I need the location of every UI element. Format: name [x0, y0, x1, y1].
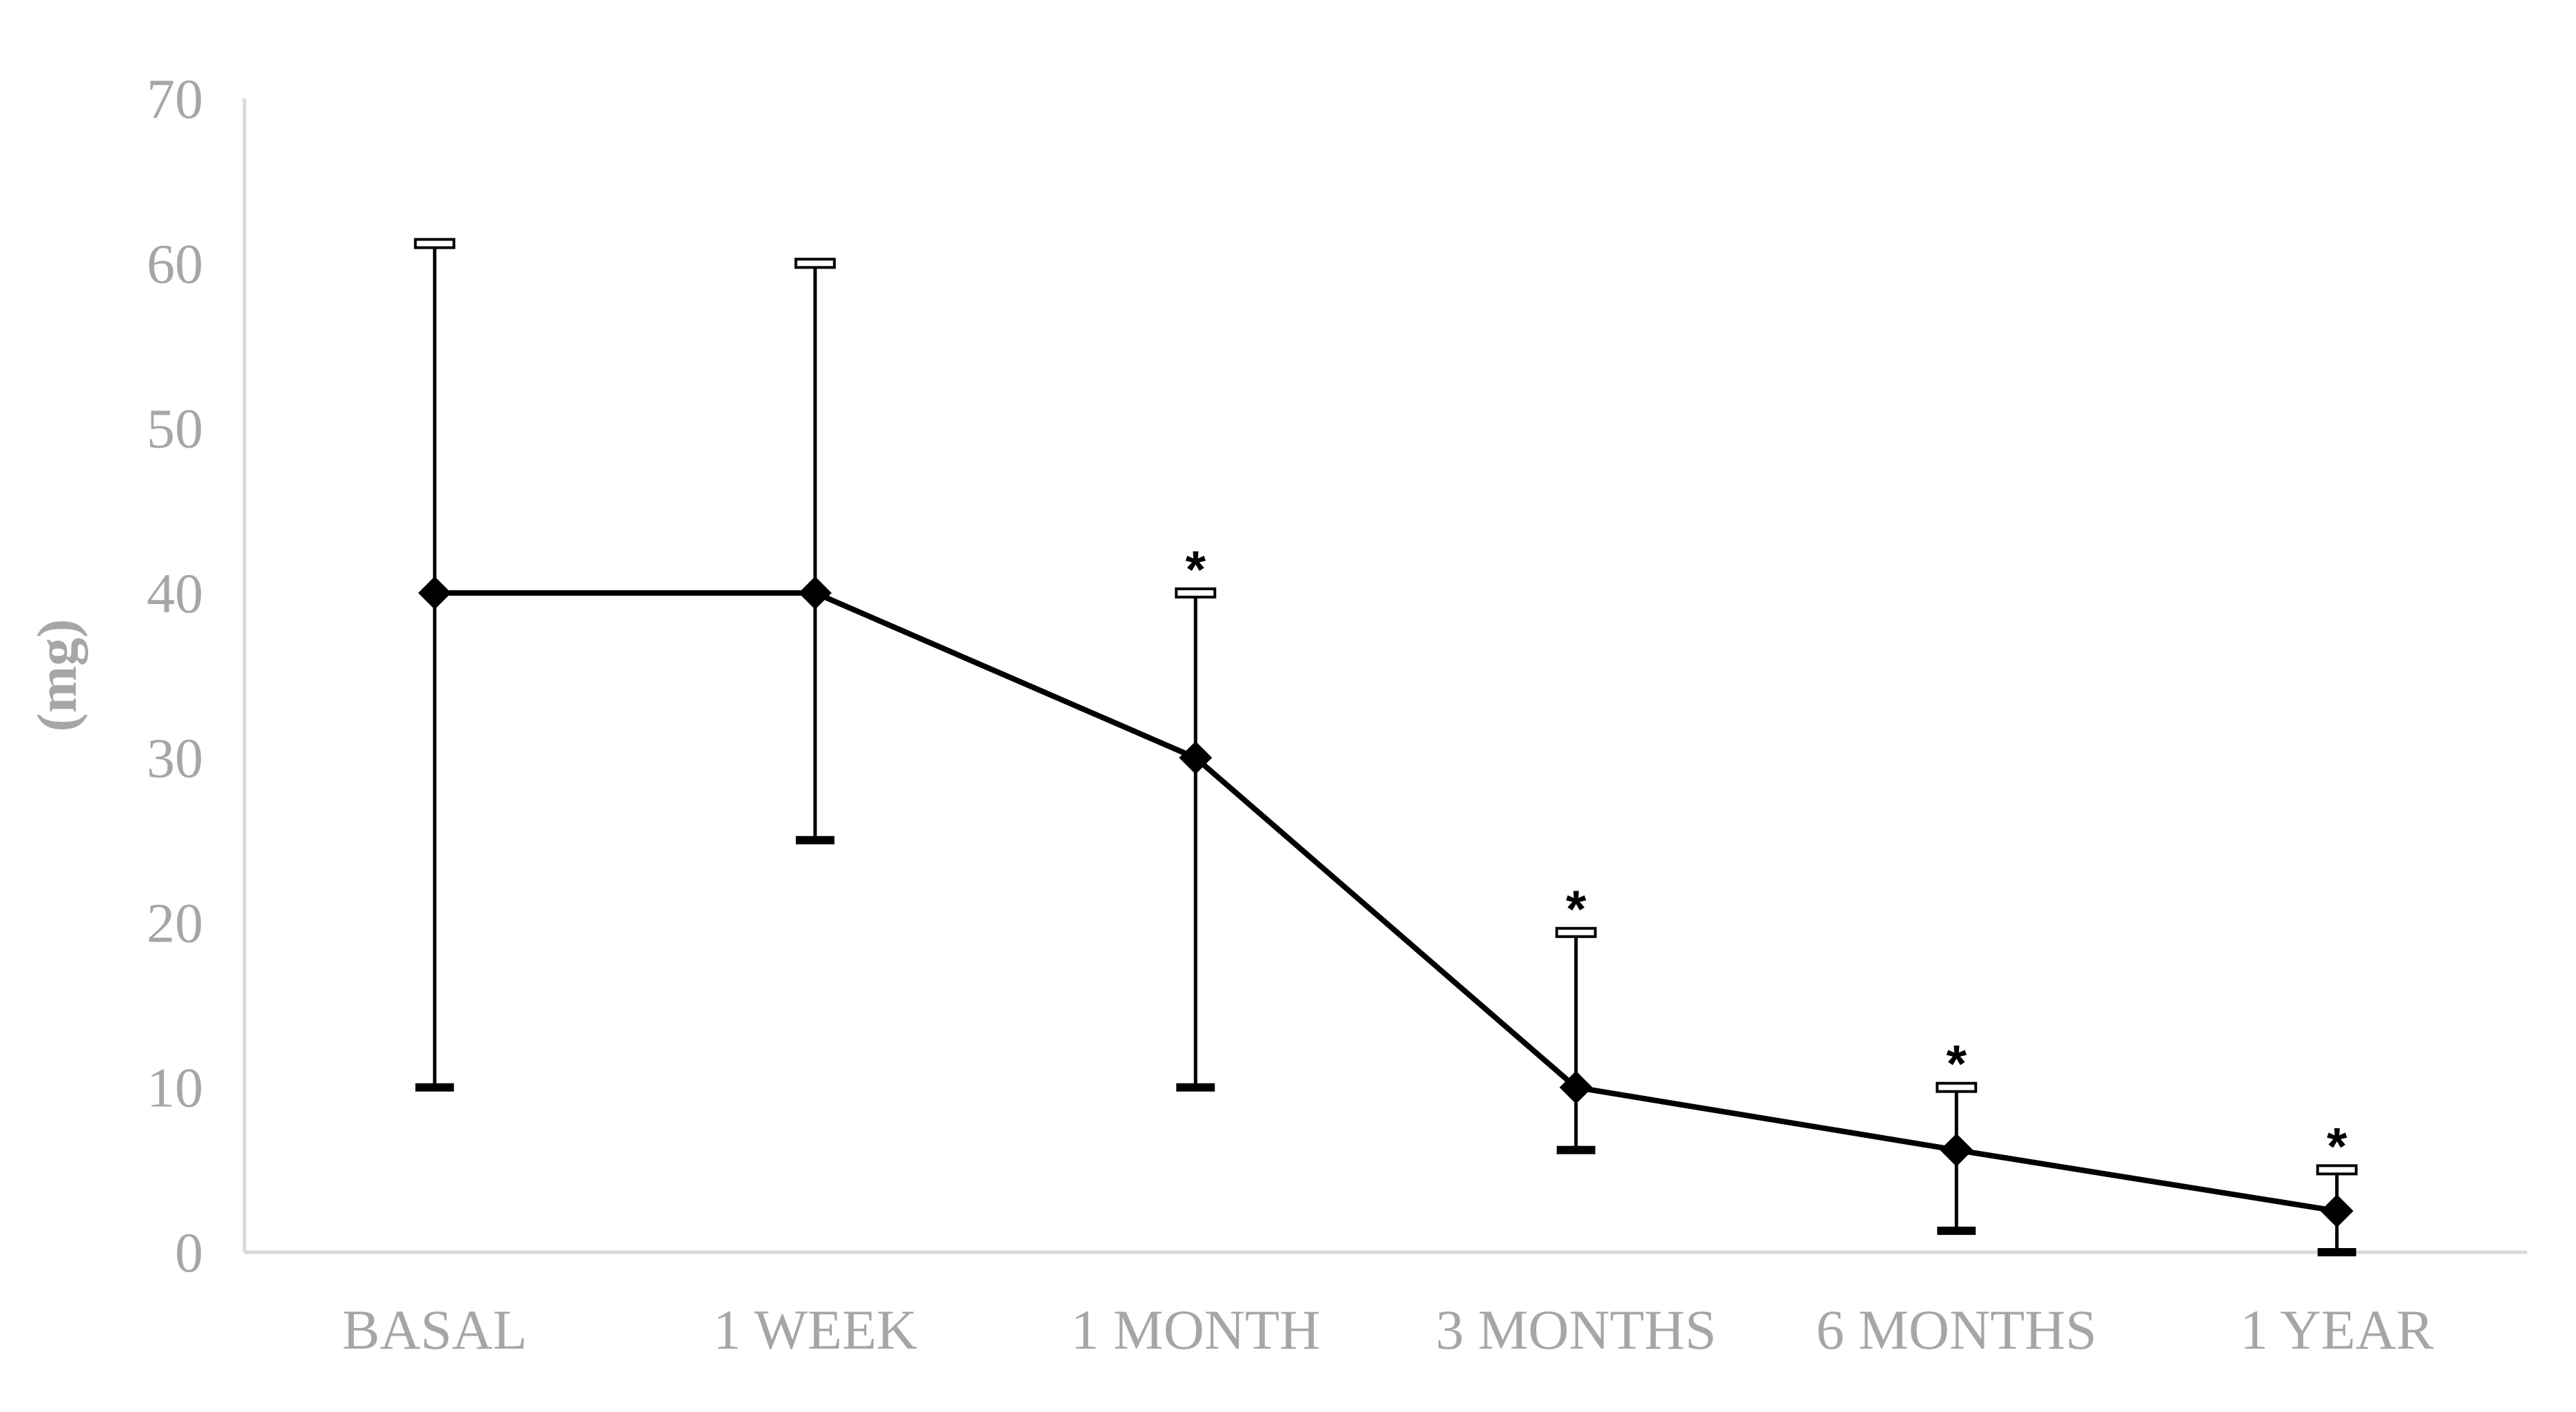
axes-layer — [242, 98, 2527, 1254]
significance-annotation: * — [1946, 1035, 1967, 1094]
y-tick-label: 40 — [147, 562, 203, 625]
data-point — [798, 576, 832, 610]
series-line — [434, 590, 2338, 1214]
annotations-layer: * * * * — [1185, 541, 2347, 1176]
data-point — [1179, 741, 1213, 775]
data-points-layer — [418, 576, 2354, 1228]
error-bar-cap-upper — [2316, 1164, 2358, 1176]
error-bar-cap-lower — [1176, 1083, 1215, 1092]
data-point — [418, 576, 452, 610]
error-bar-cap-upper — [1175, 587, 1217, 599]
x-tick-label: 3 MONTHS — [1436, 1298, 1717, 1361]
significance-annotation: * — [1566, 880, 1587, 939]
error-bar-cap-upper — [1936, 1081, 1978, 1093]
significance-annotation: * — [1185, 541, 1206, 599]
x-tick-label: 1 MONTH — [1071, 1298, 1320, 1361]
y-tick-label: 60 — [147, 232, 203, 295]
error-bar-cap-lower — [1937, 1226, 1976, 1235]
error-bar-cap-lower — [2317, 1248, 2356, 1256]
data-point — [1559, 1070, 1593, 1104]
x-tick-label: 6 MONTHS — [1816, 1298, 2097, 1361]
y-tick-label: 0 — [175, 1221, 203, 1284]
error-bar-cap-upper — [794, 258, 836, 269]
error-bar-cap-lower — [795, 835, 835, 844]
x-tick-labels: BASAL 1 WEEK 1 MONTH 3 MONTHS 6 MONTHS 1 YEAR — [342, 1298, 2434, 1361]
significance-annotation: * — [2327, 1117, 2347, 1176]
y-tick-label: 10 — [147, 1057, 203, 1119]
y-tick-label: 50 — [147, 397, 203, 460]
y-tick-label: 20 — [147, 891, 203, 954]
data-point — [2320, 1194, 2354, 1228]
error-bar-cap-upper — [1555, 926, 1597, 938]
series-line-layer — [434, 590, 2338, 1214]
error-bar-cap-upper — [414, 238, 456, 249]
error-bar-cap-lower — [415, 1083, 454, 1092]
y-axis-title: (mg) — [25, 619, 88, 732]
error-bars-layer — [414, 238, 2358, 1256]
y-tick-label: 70 — [147, 68, 203, 130]
x-tick-label: BASAL — [342, 1298, 527, 1361]
x-tick-label: 1 YEAR — [2240, 1298, 2434, 1361]
error-bar-cap-lower — [1556, 1145, 1595, 1154]
y-tick-labels: 0 10 20 30 40 50 60 70 — [147, 68, 203, 1284]
y-tick-label: 30 — [147, 727, 203, 789]
data-point — [1940, 1133, 1973, 1167]
x-tick-label: 1 WEEK — [713, 1298, 917, 1361]
